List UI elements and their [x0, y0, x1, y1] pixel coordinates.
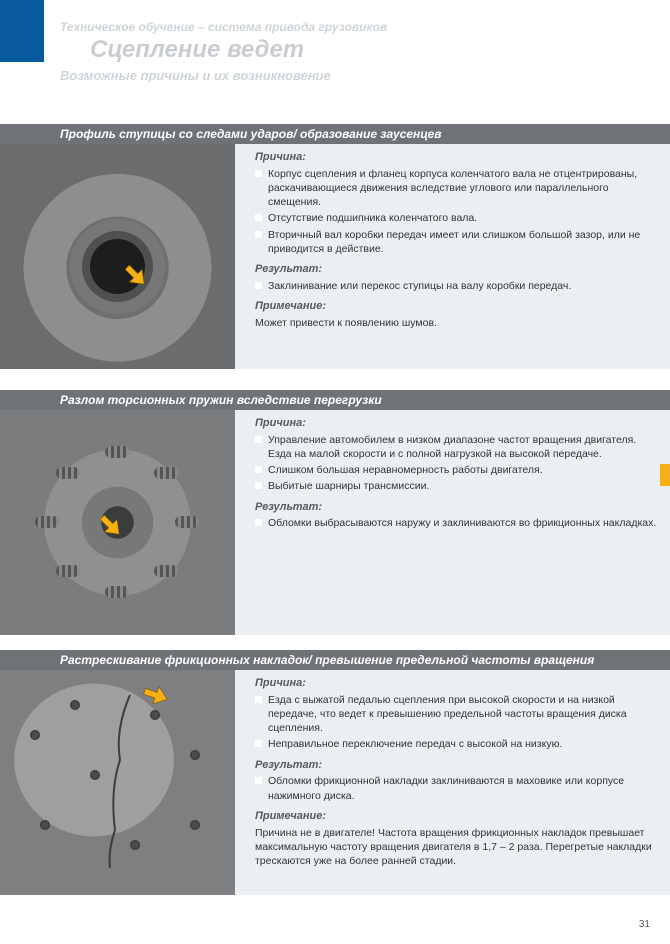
- section-title-bar: Разлом торсионных пружин вследствие пере…: [0, 390, 670, 410]
- section-text: Причина: Езда с выжатой педалью сцепления…: [235, 670, 670, 895]
- bullet-text: Корпус сцепления и фланец корпуса коленч…: [268, 167, 658, 210]
- block-label: Результат:: [255, 500, 658, 515]
- block-text: Может привести к появлению шумов.: [255, 316, 658, 330]
- section-title-bar: Растрескивание фрикционных накладок/ пре…: [0, 650, 670, 670]
- bullet-item: Заклинивание или перекос ступицы на валу…: [255, 279, 658, 293]
- block-label: Результат:: [255, 758, 658, 773]
- bullet-text: Вторичный вал коробки передач имеет или …: [268, 228, 658, 256]
- bullet-icon: [255, 231, 262, 238]
- block-label: Причина:: [255, 150, 658, 165]
- bullet-icon: [255, 214, 262, 221]
- bullet-item: Неправильное переключение передач с высо…: [255, 737, 658, 751]
- pointer-arrow-icon: [140, 680, 170, 710]
- bullet-item: Отсутствие подшипника коленчатого вала.: [255, 211, 658, 225]
- bullet-text: Неправильное переключение передач с высо…: [268, 737, 562, 751]
- block-text: Причина не в двигателе! Частота вращения…: [255, 826, 658, 869]
- pointer-arrow-icon: [95, 510, 125, 540]
- bullet-icon: [255, 482, 262, 489]
- bullet-text: Отсутствие подшипника коленчатого вала.: [268, 211, 477, 225]
- bullet-icon: [255, 777, 262, 784]
- bullet-item: Управление автомобилем в низком диапазон…: [255, 433, 658, 461]
- section-body: Причина: Корпус сцепления и фланец корпус…: [0, 144, 670, 369]
- bullet-text: Слишком большая неравномерность работы д…: [268, 463, 543, 477]
- bullet-item: Выбитые шарниры трансмиссии.: [255, 479, 658, 493]
- pointer-arrow-icon: [120, 260, 150, 290]
- bullet-icon: [255, 170, 262, 177]
- bullet-text: Езда с выжатой педалью сцепления при выс…: [268, 693, 658, 736]
- bullet-icon: [255, 436, 262, 443]
- bullet-icon: [255, 282, 262, 289]
- section-text: Причина: Корпус сцепления и фланец корпус…: [235, 144, 670, 369]
- section-photo: [0, 144, 235, 369]
- section-title-bar: Профиль ступицы со следами ударов/ образ…: [0, 124, 670, 144]
- section-photo: [0, 670, 235, 895]
- bullet-text: Выбитые шарниры трансмиссии.: [268, 479, 429, 493]
- bullet-item: Езда с выжатой педалью сцепления при выс…: [255, 693, 658, 736]
- block-label: Результат:: [255, 262, 658, 277]
- block-label: Причина:: [255, 676, 658, 691]
- supertitle: Техническое обучение – система привода г…: [60, 20, 650, 34]
- bullet-item: Вторичный вал коробки передач имеет или …: [255, 228, 658, 256]
- bullet-text: Управление автомобилем в низком диапазон…: [268, 433, 658, 461]
- bullet-icon: [255, 466, 262, 473]
- bullet-item: Обломки фрикционной накладки заклинивают…: [255, 774, 658, 802]
- page-number: 31: [639, 919, 650, 930]
- subtitle: Возможные причины и их возникновение: [60, 68, 650, 83]
- page-header: Техническое обучение – система привода г…: [60, 20, 650, 83]
- block-label: Причина:: [255, 416, 658, 431]
- brand-block: [0, 0, 44, 62]
- bullet-text: Обломки выбрасываются наружу и заклинива…: [268, 516, 656, 530]
- section-body: Причина: Езда с выжатой педалью сцепления…: [0, 670, 670, 895]
- bullet-icon: [255, 696, 262, 703]
- bullet-item: Корпус сцепления и фланец корпуса коленч…: [255, 167, 658, 210]
- page-title: Сцепление ведет: [90, 36, 650, 64]
- block-label: Примечание:: [255, 809, 658, 824]
- bullet-item: Слишком большая неравномерность работы д…: [255, 463, 658, 477]
- block-label: Примечание:: [255, 299, 658, 314]
- side-tab: [660, 464, 670, 486]
- section: Профиль ступицы со следами ударов/ образ…: [0, 124, 670, 369]
- section-text: Причина: Управление автомобилем в низком …: [235, 410, 670, 635]
- bullet-item: Обломки выбрасываются наружу и заклинива…: [255, 516, 658, 530]
- bullet-icon: [255, 740, 262, 747]
- section: Растрескивание фрикционных накладок/ пре…: [0, 650, 670, 895]
- bullet-text: Заклинивание или перекос ступицы на валу…: [268, 279, 571, 293]
- bullet-icon: [255, 519, 262, 526]
- bullet-text: Обломки фрикционной накладки заклинивают…: [268, 774, 658, 802]
